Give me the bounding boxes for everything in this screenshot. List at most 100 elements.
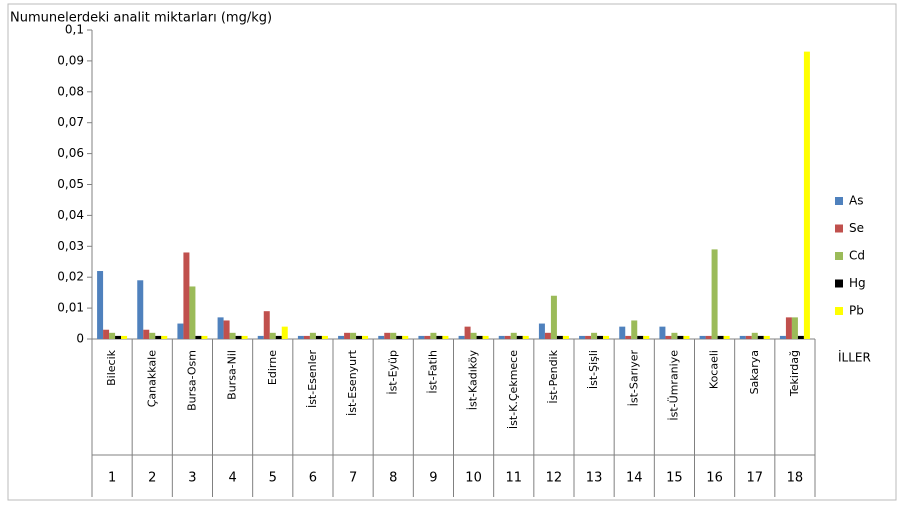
bar xyxy=(309,332,316,339)
bar xyxy=(665,335,672,339)
category-number: 8 xyxy=(389,471,397,486)
bar xyxy=(390,332,397,339)
y-tick-label: 0,06 xyxy=(57,146,84,160)
bar xyxy=(109,332,116,339)
x-tick-label: İst-Pendik xyxy=(547,349,560,403)
legend-label: Pb xyxy=(849,304,864,318)
x-tick-label: İst-Esenler xyxy=(306,350,319,409)
bar xyxy=(436,335,443,339)
y-tick-label: 0,02 xyxy=(57,270,84,284)
legend-label: Cd xyxy=(849,249,865,263)
bar xyxy=(402,335,409,339)
y-tick-label: 0,09 xyxy=(57,53,84,67)
bar xyxy=(303,335,310,339)
bar xyxy=(418,335,425,339)
bar xyxy=(711,249,718,339)
y-tick-label: 0,1 xyxy=(65,23,84,37)
x-tick-label: İst-Şişli xyxy=(587,350,600,389)
bar xyxy=(785,317,792,339)
bar xyxy=(677,335,684,339)
chart-title: Numunelerdeki analit miktarları (mg/kg) xyxy=(10,11,272,26)
category-number: 17 xyxy=(746,471,763,486)
bar xyxy=(281,326,288,339)
bar xyxy=(442,335,449,339)
bar xyxy=(585,335,592,339)
category-number: 9 xyxy=(429,471,437,486)
bar xyxy=(671,332,678,339)
bar xyxy=(297,335,304,339)
bar xyxy=(637,335,644,339)
bar xyxy=(356,335,363,339)
bar xyxy=(430,332,437,339)
bar xyxy=(344,332,351,339)
bar xyxy=(516,335,523,339)
bar xyxy=(97,271,104,339)
x-tick-label: İst-Fatih xyxy=(426,350,439,394)
bar xyxy=(739,335,746,339)
bar xyxy=(378,335,385,339)
bar xyxy=(522,335,529,339)
bar xyxy=(103,329,110,339)
chart-border xyxy=(7,3,897,501)
bar xyxy=(603,335,610,339)
category-number: 3 xyxy=(188,471,196,486)
y-tick-label: 0,04 xyxy=(57,208,84,222)
legend-label: As xyxy=(849,194,863,208)
bar xyxy=(269,332,276,339)
bar xyxy=(217,317,224,339)
category-number: 4 xyxy=(228,471,236,486)
category-number: 18 xyxy=(787,471,804,486)
legend-swatch xyxy=(835,197,843,205)
bar xyxy=(579,335,586,339)
y-tick-label: 0,07 xyxy=(57,115,84,129)
bar xyxy=(591,332,598,339)
legend-swatch xyxy=(835,224,843,233)
category-number: 11 xyxy=(505,471,522,486)
bar xyxy=(510,332,517,339)
bar xyxy=(659,326,666,339)
bar xyxy=(544,332,551,339)
x-tick-label: İst-Eyüp xyxy=(386,350,399,395)
legend-swatch xyxy=(835,307,843,315)
bar xyxy=(717,335,724,339)
x-tick-label: Sakarya xyxy=(748,350,761,394)
bar xyxy=(757,335,764,339)
bar xyxy=(350,332,357,339)
bar xyxy=(458,335,465,339)
legend-swatch xyxy=(835,279,843,288)
bar xyxy=(556,335,563,339)
x-tick-label: İst-Sarıyer xyxy=(627,350,640,407)
bar xyxy=(631,320,638,339)
bar xyxy=(315,335,322,339)
x-tick-label: Bilecik xyxy=(105,349,118,386)
bar xyxy=(538,323,545,339)
bar xyxy=(155,335,162,339)
bar xyxy=(201,335,208,339)
bar xyxy=(797,335,804,339)
bar xyxy=(257,335,264,339)
bar xyxy=(161,335,168,339)
category-number: 7 xyxy=(349,471,357,486)
x-tick-label: Bursa-Nil xyxy=(226,350,239,400)
bar xyxy=(229,332,236,339)
y-tick-label: 0,08 xyxy=(57,84,84,98)
bar xyxy=(241,335,248,339)
bar xyxy=(619,326,626,339)
category-number: 1 xyxy=(108,471,116,486)
bar xyxy=(550,295,557,339)
bar xyxy=(115,335,122,339)
bar xyxy=(482,335,489,339)
category-number: 5 xyxy=(269,471,277,486)
category-number: 16 xyxy=(706,471,723,486)
bar xyxy=(384,332,391,339)
x-tick-label: Bursa-Osm xyxy=(185,350,198,411)
category-number: 10 xyxy=(465,471,482,486)
y-tick-label: 0,03 xyxy=(57,239,84,253)
x-axis-label: İLLER xyxy=(838,350,871,365)
x-tick-label: Kocaeli xyxy=(708,350,721,389)
bar xyxy=(121,335,128,339)
bar xyxy=(683,335,690,339)
bar xyxy=(189,286,196,339)
y-tick-label: 0,05 xyxy=(57,177,84,191)
